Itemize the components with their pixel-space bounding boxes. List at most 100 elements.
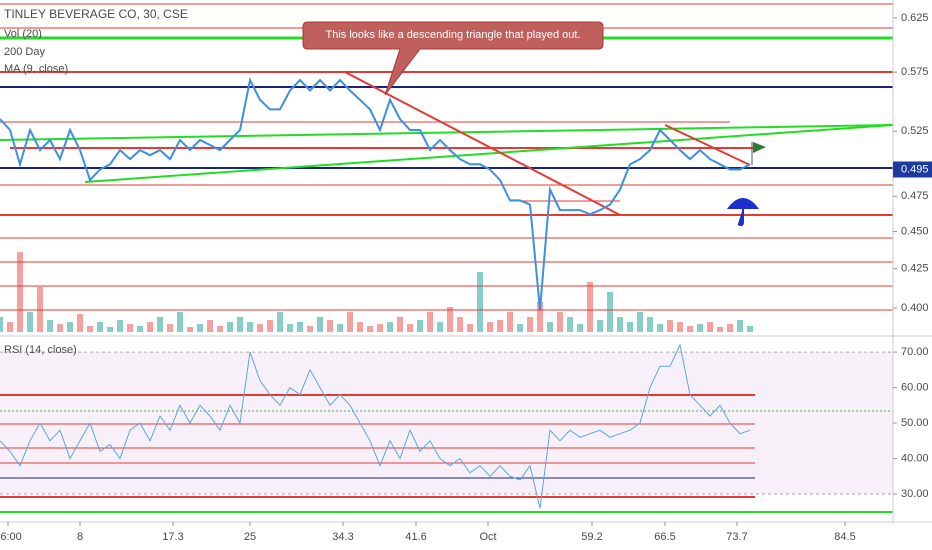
volume-bar	[297, 322, 303, 332]
volume-bar	[287, 324, 293, 332]
x-tick-label: 16:00	[0, 531, 22, 543]
volume-bar	[407, 324, 413, 332]
volume-bar	[747, 326, 753, 332]
volume-bar	[27, 312, 33, 332]
rsi-title: RSI (14, close)	[4, 344, 77, 356]
x-tick-label: 73.7	[726, 531, 747, 543]
trend-line	[344, 71, 621, 216]
volume-bar	[77, 314, 83, 332]
volume-bar	[417, 320, 423, 332]
volume-bar	[237, 317, 243, 332]
x-tick-label: Oct	[479, 531, 496, 543]
volume-bar	[167, 324, 173, 332]
volume-bar	[427, 312, 433, 332]
volume-bar	[17, 252, 23, 332]
y-tick-label: 0.450	[901, 225, 929, 237]
volume-bar	[557, 312, 563, 332]
volume-bar	[717, 327, 723, 332]
volume-bar	[447, 307, 453, 332]
volume-bar	[347, 312, 353, 332]
x-tick-label: 17.3	[162, 531, 183, 543]
rsi-band	[0, 352, 893, 495]
annotation-callout	[302, 21, 604, 96]
y-tick-label: 0.525	[901, 125, 929, 137]
volume-bar	[687, 326, 693, 332]
volume-bar	[547, 322, 553, 332]
last-price-label: 0.495	[901, 163, 929, 175]
volume-bar	[97, 322, 103, 332]
y-tick-label: 0.400	[901, 302, 929, 314]
flag-icon	[753, 142, 766, 153]
x-tick-label: 66.5	[654, 531, 675, 543]
volume-bar	[207, 320, 213, 332]
x-tick-label: 41.6	[405, 531, 426, 543]
volume-bar	[397, 317, 403, 332]
volume-bar	[607, 292, 613, 332]
volume-bar	[707, 322, 713, 332]
volume-bar	[387, 322, 393, 332]
volume-bar	[587, 282, 593, 332]
umbrella-icon	[726, 198, 760, 227]
volume-bar	[507, 312, 513, 332]
volume-bar	[67, 322, 73, 332]
y-tick-label: 0.475	[901, 190, 929, 202]
x-tick-label: 25	[244, 531, 256, 543]
volume-bar	[127, 324, 133, 332]
volume-bar	[477, 272, 483, 332]
volume-bar	[157, 317, 163, 332]
volume-bar	[677, 322, 683, 332]
volume-bar	[567, 317, 573, 332]
volume-bar	[227, 322, 233, 332]
trend-line	[84, 124, 894, 183]
indicator-label: Vol (20)	[4, 28, 42, 40]
volume-bar	[377, 324, 383, 332]
y-tick-label: 0.575	[901, 66, 929, 78]
volume-bar	[537, 302, 543, 332]
indicator-label: MA (9, close)	[4, 63, 68, 75]
volume-bar	[727, 324, 733, 332]
y-tick-label: 0.625	[901, 12, 929, 24]
volume-bar	[617, 317, 623, 332]
y-tick-label: 50.00	[901, 417, 929, 429]
y-tick-label: 40.00	[901, 452, 929, 464]
volume-bar	[527, 317, 533, 332]
volume-bar	[367, 326, 373, 332]
volume-bar	[667, 320, 673, 332]
volume-bar	[317, 317, 323, 332]
x-tick-label: 8	[77, 531, 83, 543]
volume-bar	[7, 322, 13, 332]
trend-line	[0, 124, 894, 141]
volume-bar	[577, 324, 583, 332]
volume-bar	[197, 324, 203, 332]
volume-bar	[257, 324, 263, 332]
indicator-label: 200 Day	[4, 46, 45, 58]
volume-bar	[307, 326, 313, 332]
volume-bar	[47, 320, 53, 332]
volume-bar	[457, 317, 463, 332]
y-tick-label: 30.00	[901, 488, 929, 500]
volume-bar	[647, 317, 653, 332]
volume-bar	[737, 320, 743, 332]
y-tick-label: 0.425	[901, 263, 929, 275]
volume-bar	[107, 327, 113, 332]
volume-bar	[627, 322, 633, 332]
volume-bar	[467, 324, 473, 332]
volume-bar	[0, 317, 3, 332]
trend-line	[664, 124, 751, 166]
x-tick-label: 34.3	[332, 531, 353, 543]
volume-bar	[437, 322, 443, 332]
volume-bar	[117, 320, 123, 332]
volume-bar	[337, 324, 343, 332]
price-line	[0, 77, 751, 310]
volume-bar	[597, 320, 603, 332]
y-tick-label: 60.00	[901, 381, 929, 393]
volume-bar	[147, 322, 153, 332]
price-line	[0, 343, 751, 509]
volume-bar	[357, 322, 363, 332]
chart-title: TINLEY BEVERAGE CO, 30, CSE	[4, 7, 188, 21]
volume-bar	[177, 312, 183, 332]
volume-bar	[517, 324, 523, 332]
volume-bar	[217, 326, 223, 332]
